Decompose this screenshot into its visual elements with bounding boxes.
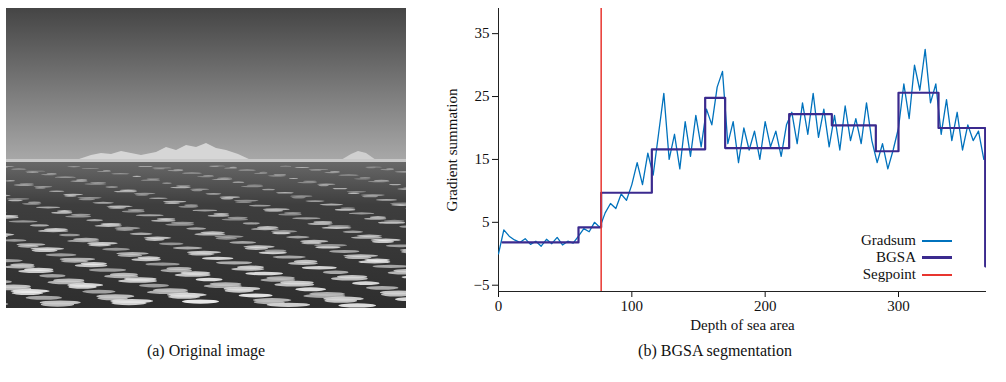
- svg-text:100: 100: [621, 298, 644, 314]
- html-text:Segpoint: Segpoint: [862, 266, 916, 282]
- svg-text:200: 200: [754, 298, 777, 314]
- svg-text:15: 15: [475, 151, 490, 167]
- svg-text:5: 5: [482, 214, 490, 230]
- svg-text:Gradient summation: Gradient summation: [444, 88, 460, 211]
- svg-text:300: 300: [887, 298, 910, 314]
- html-text:(b) BGSA segmentation: (b) BGSA segmentation: [638, 342, 792, 359]
- svg-text:35: 35: [475, 25, 490, 41]
- html-text:Gradsum: Gradsum: [861, 232, 916, 248]
- html-text:BGSA: BGSA: [876, 249, 916, 265]
- svg-text:Depth of sea area: Depth of sea area: [690, 317, 795, 333]
- html-text:(a) Original image: (a) Original image: [146, 342, 266, 359]
- svg-text:−5: −5: [474, 277, 490, 293]
- svg-text:25: 25: [475, 88, 490, 104]
- svg-text:0: 0: [495, 298, 503, 314]
